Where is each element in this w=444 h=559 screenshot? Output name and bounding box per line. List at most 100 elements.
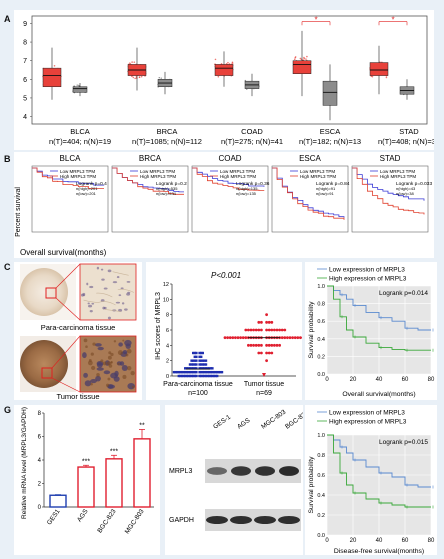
legend-low: Low expression of MRPL3 bbox=[329, 267, 405, 274]
g-bar bbox=[77, 466, 95, 508]
km-xlabel: Disease-free survival(months) bbox=[334, 548, 424, 555]
km-xtick-label: 0 bbox=[325, 538, 329, 544]
panel-e-svg: Low expression of MRPL3 High expression o… bbox=[308, 267, 435, 399]
d-tumor-point bbox=[247, 328, 250, 332]
para-nucleus bbox=[115, 301, 121, 304]
para-nucleus bbox=[89, 310, 93, 313]
b-curve-high bbox=[272, 167, 345, 220]
km-xtick-label: 20 bbox=[350, 538, 357, 544]
b-stat-text: n(high)=135 bbox=[236, 186, 258, 191]
d-para-point bbox=[176, 370, 179, 374]
d-para-point bbox=[203, 374, 206, 378]
km-logrank: Logrank p=0.014 bbox=[379, 290, 428, 297]
tumor-nucleus bbox=[124, 339, 132, 347]
a-tumor-point bbox=[53, 64, 56, 67]
a-normal-point bbox=[244, 79, 247, 82]
a-normal-point bbox=[73, 85, 75, 87]
d-para-point bbox=[184, 374, 187, 378]
d-para-point bbox=[174, 370, 177, 374]
b-legend-low: Low MRPL3 TPM bbox=[300, 169, 335, 174]
b-stat-text: n(low)=534 bbox=[156, 191, 177, 196]
b-plot-title: BLCA bbox=[60, 154, 82, 163]
b-plot-title: ESCA bbox=[299, 154, 321, 163]
panel-d-scatter: P<0.001 IHC scores of MRPL3 0 2 4 6 8 10 12 Pa… bbox=[146, 262, 302, 400]
panel-h-western-blot: GES-1 AGS MGC-803 BGC-823 MRPL3 GAPDH bbox=[165, 405, 303, 555]
d-tumor-point bbox=[244, 336, 248, 340]
para-nucleus bbox=[88, 304, 93, 308]
g-category-label: AGS bbox=[76, 508, 90, 524]
a-category-label: COAD bbox=[241, 127, 263, 136]
a-tumor-point bbox=[131, 61, 133, 63]
a-sample-size: n(T)=408; n(N)=36 bbox=[378, 137, 434, 146]
d-para-point bbox=[195, 351, 198, 355]
d-tumor-point bbox=[267, 351, 271, 355]
d-para-point bbox=[180, 370, 184, 374]
d-para-point bbox=[193, 370, 196, 374]
g-bar bbox=[105, 458, 123, 508]
d-tumor-point bbox=[254, 343, 258, 347]
d-tumor-point bbox=[234, 336, 237, 340]
para-nucleus bbox=[112, 281, 118, 284]
d-tumor-point bbox=[267, 328, 271, 332]
d-tumor-point bbox=[283, 328, 287, 332]
a-ytick-label: 8 bbox=[23, 40, 27, 47]
d-para-point bbox=[200, 374, 203, 378]
d-tumor-point bbox=[273, 328, 276, 332]
b-curve-low bbox=[352, 167, 425, 201]
km-ytick-label: 0.6 bbox=[317, 319, 325, 325]
km-xtick-label: 60 bbox=[402, 377, 409, 383]
b-legend-high: High MRPL3 TPM bbox=[220, 174, 256, 179]
tumor-nucleus bbox=[90, 379, 97, 384]
d-para-point bbox=[198, 367, 201, 370]
d-tumor-point bbox=[288, 336, 292, 340]
b-stat-text: n(high)=43 bbox=[396, 186, 416, 191]
h-band-mrpl3 bbox=[279, 466, 299, 476]
a-tumor-point bbox=[217, 75, 220, 78]
d-para-point bbox=[204, 363, 208, 366]
km-curve-low bbox=[327, 285, 431, 331]
panel-label-b: B bbox=[4, 154, 11, 164]
b-legend-low: Low MRPL3 TPM bbox=[220, 169, 255, 174]
d-ytick-label: 4 bbox=[166, 343, 169, 349]
a-sample-size: n(T)=404; n(N)=19 bbox=[49, 137, 111, 146]
d-para-point bbox=[206, 374, 209, 378]
d-ytick-label: 0 bbox=[166, 374, 169, 380]
para-nucleus bbox=[121, 302, 125, 305]
km-xtick-label: 40 bbox=[376, 538, 383, 544]
d-para-point bbox=[195, 355, 198, 359]
tumor-nucleus bbox=[84, 380, 92, 387]
b-legend-high: High MRPL3 TPM bbox=[380, 174, 416, 179]
d-para-point bbox=[206, 367, 209, 370]
d-para-point bbox=[200, 355, 203, 359]
a-ytick-label: 6 bbox=[23, 77, 27, 84]
d-para-point bbox=[211, 370, 214, 374]
d-tumor-point bbox=[254, 328, 258, 332]
tumor-nucleus bbox=[82, 352, 87, 359]
b-stat-text: Logrank p=0.84 bbox=[316, 181, 350, 187]
a-tumor-box bbox=[214, 64, 234, 76]
d-para-point bbox=[201, 374, 204, 378]
d-tumor-point bbox=[260, 320, 263, 324]
para-nucleus bbox=[118, 294, 122, 297]
d-para-point bbox=[211, 367, 214, 370]
panel-b-svg: Percent survival Overall survival(months… bbox=[15, 154, 432, 257]
para-nucleus bbox=[86, 282, 89, 286]
a-tumor-point bbox=[214, 58, 217, 61]
panel-c-svg: Para-carcinoma tissue Tumor tissue bbox=[20, 263, 137, 400]
panel-label-a: A bbox=[4, 14, 11, 24]
panel-g-ylabel: Relative mRNA level (MRPL3/GAPDH) bbox=[21, 407, 28, 519]
d-para-point bbox=[198, 355, 201, 359]
d-para-point bbox=[198, 359, 201, 362]
d-para-point bbox=[200, 367, 203, 370]
g-bar bbox=[133, 438, 151, 508]
tumor-caption: Tumor tissue bbox=[56, 392, 99, 400]
d-para-point bbox=[190, 363, 193, 366]
d-para-point bbox=[201, 370, 204, 374]
d-para-point bbox=[195, 367, 198, 370]
b-legend-high: High MRPL3 TPM bbox=[60, 174, 96, 179]
para-nucleus bbox=[103, 287, 108, 290]
a-category-label: BRCA bbox=[157, 127, 178, 136]
km-ytick-label: 0.8 bbox=[317, 453, 325, 459]
d-para-point bbox=[184, 370, 187, 374]
d-para-point bbox=[211, 374, 214, 378]
